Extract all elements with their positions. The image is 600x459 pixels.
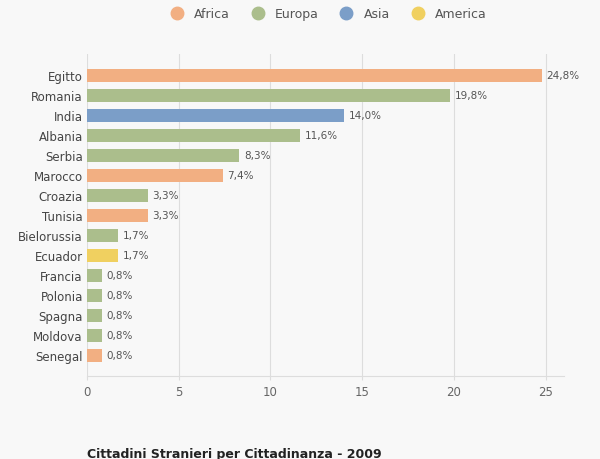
Text: 3,3%: 3,3% (152, 211, 179, 221)
Text: 14,0%: 14,0% (349, 111, 382, 121)
Bar (87, 110, 344, 123)
Bar (87, 90, 450, 102)
Text: 19,8%: 19,8% (455, 91, 488, 101)
Bar (87, 349, 101, 362)
Text: 0,8%: 0,8% (106, 291, 133, 301)
Bar (87, 189, 148, 202)
Bar (87, 289, 101, 302)
Text: 7,4%: 7,4% (227, 171, 254, 181)
Legend: Africa, Europa, Asia, America: Africa, Europa, Asia, America (159, 4, 492, 27)
Text: 0,8%: 0,8% (106, 310, 133, 320)
Bar (87, 269, 101, 282)
Text: 1,7%: 1,7% (123, 231, 149, 241)
Text: 1,7%: 1,7% (123, 251, 149, 261)
Text: 3,3%: 3,3% (152, 191, 179, 201)
Text: 8,3%: 8,3% (244, 151, 271, 161)
Text: 24,8%: 24,8% (547, 71, 580, 81)
Bar (87, 249, 118, 262)
Text: 11,6%: 11,6% (304, 131, 338, 141)
Bar (87, 70, 542, 83)
Text: Cittadini Stranieri per Cittadinanza - 2009: Cittadini Stranieri per Cittadinanza - 2… (87, 447, 382, 459)
Bar (87, 229, 118, 242)
Bar (87, 169, 223, 182)
Text: 0,8%: 0,8% (106, 270, 133, 280)
Bar (87, 209, 148, 222)
Bar (87, 309, 101, 322)
Text: 0,8%: 0,8% (106, 350, 133, 360)
Text: 0,8%: 0,8% (106, 330, 133, 340)
Bar (87, 329, 101, 342)
Bar (87, 150, 239, 162)
Bar (87, 129, 300, 142)
